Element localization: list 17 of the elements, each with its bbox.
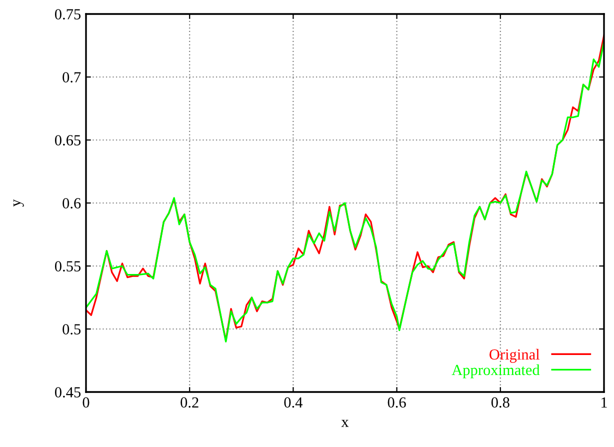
y-tick-label: 0.5 — [62, 324, 81, 335]
y-tick-label: 0.45 — [54, 387, 81, 398]
y-tick-label: 0.75 — [54, 9, 81, 20]
x-tick-label: 0.8 — [491, 397, 510, 408]
x-tick-label: 0.6 — [388, 397, 406, 408]
x-tick-label: 0 — [82, 397, 90, 408]
x-tick-label: 1 — [602, 397, 607, 408]
y-axis-title: y — [14, 199, 24, 207]
y-tick-label: 0.7 — [62, 72, 81, 83]
y-tick-label: 0.65 — [54, 135, 81, 146]
x-tick-label: 0.2 — [180, 397, 198, 408]
x-axis-title: x — [341, 420, 349, 427]
y-tick-label: 0.55 — [54, 261, 81, 272]
x-tick-label: 0.4 — [284, 397, 303, 408]
y-tick-label: 0.6 — [62, 198, 81, 209]
legend-label: Approximated — [452, 364, 540, 378]
legend-label: Original — [490, 348, 540, 363]
